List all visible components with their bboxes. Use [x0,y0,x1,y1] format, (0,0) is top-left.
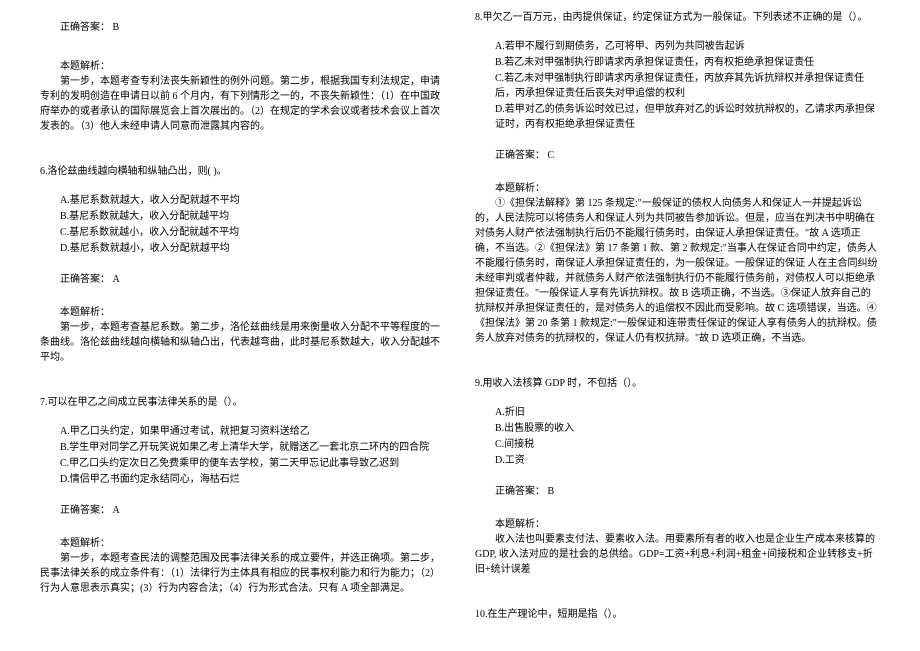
explanation-label: 本题解析： [475,517,880,532]
explanation-block: 本题解析： 第一步，本题考查专利法丧失新颖性的例外问题。第二步，根据我国专利法规… [40,59,445,134]
option-a: A.基尼系数就越大，收入分配就越不平均 [60,193,445,208]
option-d: D.若甲对乙的债务诉讼时效已过，但甲放弃对乙的诉讼时效抗辩权的，乙请求丙承担保证… [495,102,880,132]
question-text: 7.可以在甲乙之间成立民事法律关系的是（）。 [40,395,445,410]
answer-label: 正确答案： B [475,484,880,499]
option-c: C.基尼系数就越小，收入分配就越不平均 [60,225,445,240]
explanation-block: 本题解析： ①《担保法解释》第 125 条规定:"一般保证的债权人向债务人和保证… [475,181,880,346]
question-9: 9.用收入法核算 GDP 时，不包括（）。 A.折旧 B.出售股票的收入 C.间… [475,376,880,468]
option-b: B.若乙未对甲强制执行即请求丙承担保证责任，丙有权拒绝承担保证责任 [495,55,880,70]
question-6: 6.洛伦兹曲线越向横轴和纵轴凸出，则( )。 A.基尼系数就越大，收入分配就越不… [40,164,445,256]
explanation-label: 本题解析： [40,305,445,320]
question-text: 6.洛伦兹曲线越向横轴和纵轴凸出，则( )。 [40,164,445,179]
answer-label: 正确答案： A [40,503,445,518]
explanation-label: 本题解析： [40,536,445,551]
options-list: A.基尼系数就越大，收入分配就越不平均 B.基尼系数就越大，收入分配就越平均 C… [40,193,445,256]
option-c: C.若乙未对甲强制执行即请求丙承担保证责任，丙放弃其先诉抗辩权并承担保证责任后，… [495,71,880,101]
question-10: 10.在生产理论中，短期是指（）。 [475,607,880,622]
option-b: B.学生甲对同学乙开玩笑说如果乙考上清华大学，就赠送乙一套北京二环内的四合院 [60,440,445,455]
option-d: D.工资 [495,453,880,468]
right-column: 8.甲欠乙一百万元，由丙提供保证，约定保证方式为一般保证。下列表述不正确的是（）… [465,10,890,641]
answer-label: 正确答案： C [475,148,880,163]
option-a: A.甲乙口头约定，如果甲通过考试，就把复习资料送给乙 [60,424,445,439]
question-7: 7.可以在甲乙之间成立民事法律关系的是（）。 A.甲乙口头约定，如果甲通过考试，… [40,395,445,487]
explanation-block: 本题解析： 第一步，本题考查民法的调整范围及民事法律关系的成立要件，并选正确项。… [40,536,445,596]
question-text: 10.在生产理论中，短期是指（）。 [475,607,880,622]
option-b: B.出售股票的收入 [495,421,880,436]
explanation-text: ①《担保法解释》第 125 条规定:"一般保证的债权人向债务人和保证人一并提起诉… [475,196,880,346]
question-8: 8.甲欠乙一百万元，由丙提供保证，约定保证方式为一般保证。下列表述不正确的是（）… [475,10,880,132]
option-d: D.情侣甲乙书面约定永结同心，海枯石烂 [60,472,445,487]
answer-label: 正确答案： A [40,272,445,287]
explanation-text: 收入法也叫要素支付法、要素收入法。用要素所有者的收入也是企业生产成本来核算的 G… [475,532,880,577]
option-c: C.间接税 [495,437,880,452]
question-text: 8.甲欠乙一百万元，由丙提供保证，约定保证方式为一般保证。下列表述不正确的是（）… [475,10,880,25]
explanation-label: 本题解析： [40,59,445,74]
explanation-block: 本题解析： 第一步，本题考查基尼系数。第二步，洛伦兹曲线是用来衡量收入分配不平等… [40,305,445,365]
explanation-text: 第一步，本题考查民法的调整范围及民事法律关系的成立要件，并选正确项。第二步，民事… [40,551,445,596]
option-b: B.基尼系数就越大，收入分配就越平均 [60,209,445,224]
option-d: D.基尼系数就越小，收入分配就越平均 [60,241,445,256]
explanation-text: 第一步，本题考查基尼系数。第二步，洛伦兹曲线是用来衡量收入分配不平等程度的一条曲… [40,320,445,365]
explanation-label: 本题解析： [475,181,880,196]
option-c: C.甲乙口头约定次日乙免费乘甲的便车去学校，第二天甲忘记此事导致乙迟到 [60,456,445,471]
option-a: A.折旧 [495,405,880,420]
options-list: A.甲乙口头约定，如果甲通过考试，就把复习资料送给乙 B.学生甲对同学乙开玩笑说… [40,424,445,487]
answer-label: 正确答案： B [40,20,445,35]
question-text: 9.用收入法核算 GDP 时，不包括（）。 [475,376,880,391]
explanation-block: 本题解析： 收入法也叫要素支付法、要素收入法。用要素所有者的收入也是企业生产成本… [475,517,880,577]
option-a: A.若甲不履行到期债务，乙可将甲、丙列为共同被告起诉 [495,39,880,54]
options-list: A.折旧 B.出售股票的收入 C.间接税 D.工资 [475,405,880,468]
left-column: 正确答案： B 本题解析： 第一步，本题考查专利法丧失新颖性的例外问题。第二步，… [40,10,465,641]
options-list: A.若甲不履行到期债务，乙可将甲、丙列为共同被告起诉 B.若乙未对甲强制执行即请… [475,39,880,132]
explanation-text: 第一步，本题考查专利法丧失新颖性的例外问题。第二步，根据我国专利法规定，申请专利… [40,74,445,134]
